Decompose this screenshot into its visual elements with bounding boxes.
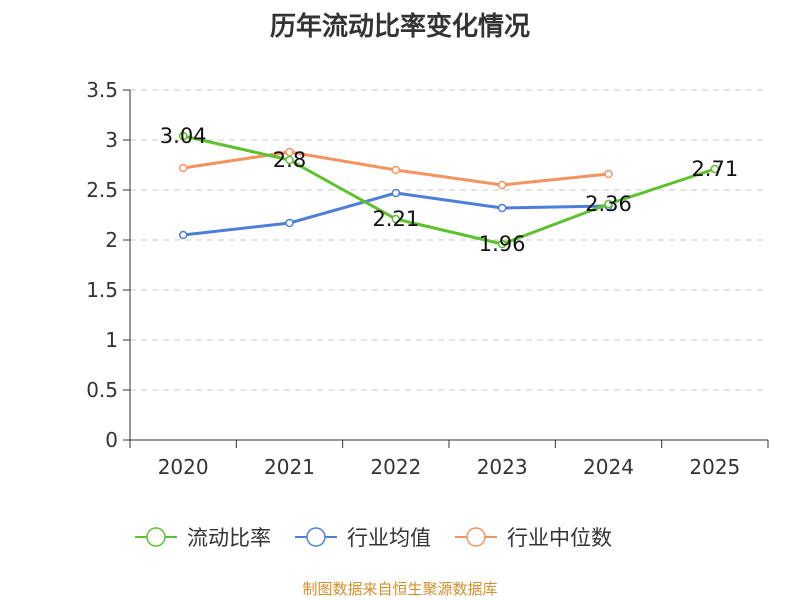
legend-label: 行业均值 [347, 526, 431, 550]
data-point [497, 180, 507, 190]
y-tick-label: 3 [105, 128, 118, 152]
data-label: 2.71 [691, 157, 738, 181]
data-label: 2.8 [273, 148, 306, 172]
data-point [285, 147, 294, 157]
data-point [178, 131, 188, 141]
data-point [178, 230, 188, 240]
data-point [285, 155, 294, 165]
x-tick-label: 2022 [370, 455, 421, 479]
series-lines [178, 131, 720, 249]
source-note: 制图数据来自恒生聚源数据库 [302, 580, 498, 598]
x-tick-label: 2020 [158, 455, 209, 479]
y-tick-label: 3.5 [86, 78, 118, 102]
y-tick-label: 0 [105, 428, 118, 452]
legend: 流动比率 行业均值 行业中位数 [135, 526, 612, 550]
y-tick-label: 2 [105, 228, 118, 252]
x-tick-label: 2023 [477, 455, 528, 479]
grid-lines [130, 89, 768, 391]
legend-label: 流动比率 [187, 526, 271, 550]
x-tick-label: 2024 [583, 455, 634, 479]
axes: 0 0.5 1 1.5 2 2.5 3 3.5 2020 2021 2022 2023 2024 2025 [86, 78, 769, 479]
y-tick-label: 0.5 [86, 378, 118, 402]
legend-label: 行业中位数 [507, 526, 612, 550]
data-point [391, 214, 401, 224]
legend-marker [146, 527, 166, 547]
data-point [497, 203, 507, 213]
data-label: 2.36 [585, 192, 632, 216]
data-point [497, 239, 507, 249]
legend-marker [306, 527, 326, 547]
data-point [285, 218, 294, 228]
x-tick-label: 2021 [264, 455, 315, 479]
y-tick-label: 1.5 [86, 278, 118, 302]
data-label: 3.04 [160, 124, 207, 148]
data-point [604, 169, 613, 179]
data-labels: 3.04 2.8 2.21 1.96 2.36 2.71 [160, 124, 738, 256]
chart-title: 历年流动比率变化情况 [269, 12, 530, 42]
data-point [604, 199, 613, 209]
data-label: 2.21 [372, 207, 419, 231]
data-label: 1.96 [479, 232, 526, 256]
y-tick-label: 2.5 [86, 178, 118, 202]
data-point [710, 164, 720, 174]
y-tick-label: 1 [105, 328, 118, 352]
data-point [391, 188, 401, 198]
data-point [391, 165, 401, 175]
legend-marker [466, 527, 486, 547]
data-point [178, 163, 188, 173]
x-tick-label: 2025 [689, 455, 740, 479]
series-line-1 [182, 134, 716, 246]
